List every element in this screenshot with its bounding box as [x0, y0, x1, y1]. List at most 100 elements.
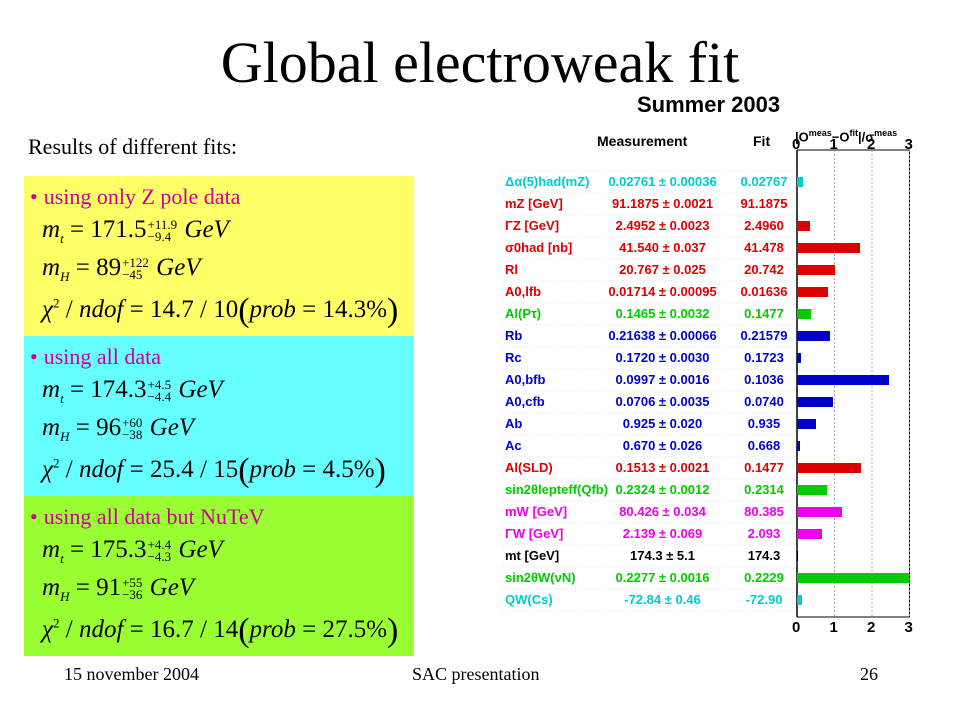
- footer-center: SAC presentation: [412, 664, 540, 684]
- pull-bar: [797, 177, 804, 187]
- fit-value: 0.935: [747, 416, 781, 431]
- fit-value: -72.90: [745, 592, 783, 607]
- col-fit: Fit: [753, 133, 771, 149]
- fit-value: 0.1036: [744, 372, 784, 387]
- pull-row: Al(Pτ) 0.1465 ± 0.0032 0.1477: [495, 303, 945, 325]
- pull-row: ΓZ [GeV] 2.4952 ± 0.0023 2.4960: [495, 215, 945, 237]
- fit-value: 80.385: [744, 504, 784, 519]
- axis-tick-label: 2: [867, 619, 876, 636]
- measurement-value: 80.426 ± 0.034: [619, 504, 706, 519]
- pull-bar: [797, 441, 800, 451]
- fit-box: • using all data but NuTeV mt = 175.3 +4.4−…: [24, 496, 414, 656]
- pull-bar: [797, 331, 831, 341]
- fit-value: 0.668: [747, 438, 781, 453]
- higgs-mass-formula: mH = 91 +55 −36 GeV: [42, 574, 195, 604]
- pull-row: Al(SLD) 0.1513 ± 0.0021 0.1477: [495, 457, 945, 479]
- pull-row: Ab 0.925 ± 0.020 0.935: [495, 413, 945, 435]
- observable-name: ΓW [GeV]: [505, 526, 564, 541]
- observable-name: Rl: [505, 262, 518, 277]
- figure-title: Summer 2003: [637, 92, 781, 117]
- observable-name: Ac: [505, 438, 522, 453]
- measurement-value: 41.540 ± 0.037: [619, 240, 706, 255]
- fit-value: 0.2229: [744, 570, 784, 585]
- footer-date: 15 november 2004: [64, 664, 199, 684]
- fit-value: 91.1875: [740, 196, 788, 211]
- pull-row: ΓW [GeV] 2.139 ± 0.069 2.093: [495, 523, 945, 545]
- fit-value: 0.21579: [740, 328, 788, 343]
- chi2-formula: χ2 / ndof = 16.7 / 14(prob = 27.5%): [42, 612, 399, 649]
- measurement-value: 20.767 ± 0.025: [619, 262, 706, 277]
- observable-name: Ab: [505, 416, 523, 431]
- col-measurement: Measurement: [597, 133, 688, 149]
- measurement-value: 0.0706 ± 0.0035: [615, 394, 710, 409]
- fit-value: 0.2314: [744, 482, 784, 497]
- pull-row: σ0had [nb] 41.540 ± 0.037 41.478: [495, 237, 945, 259]
- observable-name: A0,lfb: [505, 284, 542, 299]
- observable-name: QW(Cs): [505, 592, 553, 607]
- footer-page-number: 26: [860, 664, 878, 684]
- pull-bar: [797, 595, 802, 605]
- measurement-value: 0.21638 ± 0.00066: [608, 328, 717, 343]
- pull-bar: [797, 287, 828, 297]
- measurement-value: 0.1720 ± 0.0030: [615, 350, 710, 365]
- measurement-value: 91.1875 ± 0.0021: [611, 196, 714, 211]
- fit-box: • using only Z pole data mt = 171.5 +11.9 −9…: [24, 176, 414, 336]
- pull-row: Δα(5)had(mZ) 0.02761 ± 0.00036 0.02767: [495, 171, 945, 193]
- fit-value: 20.742: [744, 262, 784, 277]
- observable-name: mZ [GeV]: [505, 196, 563, 211]
- pull-row: Rc 0.1720 ± 0.0030 0.1723: [495, 347, 945, 369]
- pull-bar: [797, 507, 842, 517]
- measurement-value: 0.2277 ± 0.0016: [615, 570, 710, 585]
- pull-bar: [797, 529, 823, 539]
- pull-bar: [797, 243, 860, 253]
- observable-name: Δα(5)had(mZ): [505, 174, 590, 189]
- observable-name: mt [GeV]: [505, 548, 560, 563]
- pull-row: Rl 20.767 ± 0.025 20.742: [495, 259, 945, 281]
- pull-bar: [797, 265, 835, 275]
- observable-name: mW [GeV]: [505, 504, 568, 519]
- observable-name: Al(Pτ): [505, 306, 542, 321]
- chi2-formula: χ2 / ndof = 25.4 / 15(prob = 4.5%): [42, 452, 386, 489]
- pull-row: Rb 0.21638 ± 0.00066 0.21579: [495, 325, 945, 347]
- top-mass-formula: mt = 175.3 +4.4 −4.3 GeV: [42, 536, 223, 566]
- pull-row: mZ [GeV] 91.1875 ± 0.0021 91.1875: [495, 193, 945, 215]
- pull-bar: [797, 485, 827, 495]
- axis-header: |Omeas−Ofit|/σmeas: [795, 128, 898, 145]
- fit-heading: • using all data: [30, 344, 162, 369]
- measurement-value: 0.1465 ± 0.0032: [615, 306, 710, 321]
- pull-figure: Summer 2003 Measurement Fit |Omeas−Ofit|…: [495, 92, 945, 662]
- fit-value: 2.4960: [744, 218, 784, 233]
- pull-bar: [797, 375, 889, 385]
- observable-name: Rc: [505, 350, 522, 365]
- fit-value: 41.478: [744, 240, 784, 255]
- observable-name: Rb: [505, 328, 523, 343]
- measurement-value: 0.01714 ± 0.00095: [608, 284, 717, 299]
- measurement-value: 2.4952 ± 0.0023: [615, 218, 710, 233]
- pull-bar: [797, 419, 816, 429]
- axis-tick-label: 1: [829, 619, 838, 636]
- axis-tick-label: 1: [829, 136, 838, 153]
- measurement-value: -72.84 ± 0.46: [624, 592, 701, 607]
- fit-value: 0.1477: [744, 460, 784, 475]
- chi2-formula: χ2 / ndof = 14.7 / 10(prob = 14.3%): [42, 292, 399, 329]
- pull-row: QW(Cs) -72.84 ± 0.46 -72.90: [495, 589, 945, 611]
- pull-bar: [797, 199, 798, 209]
- pull-row: mt [GeV] 174.3 ± 5.1 174.3: [495, 545, 945, 567]
- axis-tick-label: 3: [904, 619, 913, 636]
- top-mass-formula: mt = 174.3 +4.5 −4.4 GeV: [42, 376, 223, 406]
- pull-bar: [797, 221, 811, 231]
- fit-box: • using all data mt = 174.3 +4.5 −4.4 GeV mH …: [24, 336, 414, 496]
- pull-row: A0,bfb 0.0997 ± 0.0016 0.1036: [495, 369, 945, 391]
- pull-row: sin2θlepteff(Qfb) 0.2324 ± 0.0012 0.2314: [495, 479, 945, 501]
- observable-name: sin2θlepteff(Qfb): [505, 482, 609, 497]
- observable-name: A0,cfb: [505, 394, 545, 409]
- axis-tick-label: 0: [792, 136, 801, 153]
- fit-heading: • using all data but NuTeV: [30, 504, 265, 529]
- pull-bar: [797, 463, 861, 473]
- axis-tick-label: 2: [867, 136, 876, 153]
- measurement-value: 0.02761 ± 0.00036: [608, 174, 717, 189]
- measurement-value: 0.1513 ± 0.0021: [615, 460, 710, 475]
- measurement-value: 0.0997 ± 0.0016: [615, 372, 710, 387]
- pull-row: A0,cfb 0.0706 ± 0.0035 0.0740: [495, 391, 945, 413]
- fit-value: 2.093: [747, 526, 781, 541]
